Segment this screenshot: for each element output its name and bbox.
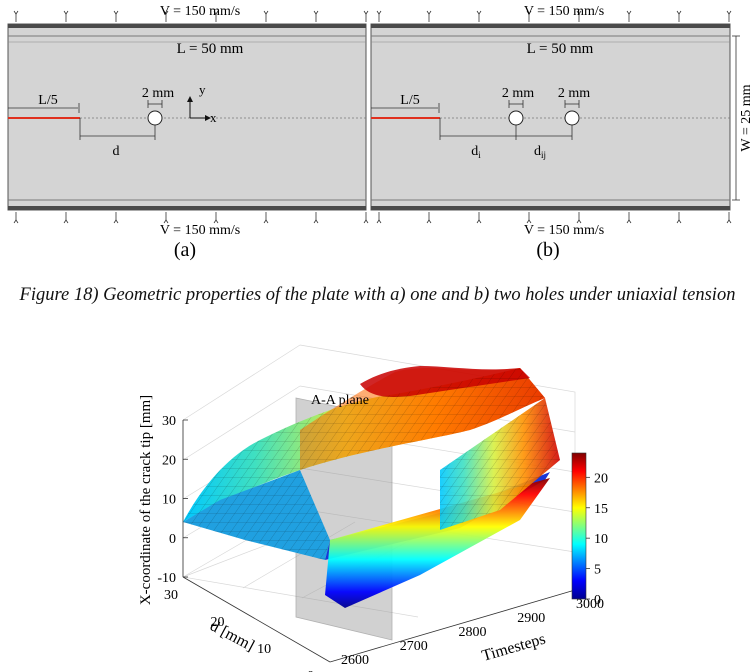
colorbar: 0 5 10 15 20 <box>571 452 608 608</box>
hole-2-b <box>564 110 580 126</box>
timesteps-tick-label: 2800 <box>459 625 487 640</box>
crack-length-label-b: L/5 <box>400 93 419 108</box>
crack-length-label-a: L/5 <box>38 93 57 108</box>
top-grip-b <box>371 24 730 28</box>
surface-peak <box>360 366 530 397</box>
d-axis-label: d [mm] <box>207 617 257 654</box>
hole-a <box>147 110 163 126</box>
timesteps-tick-label: 2700 <box>400 639 428 654</box>
d-tick-label: 20 <box>211 615 225 630</box>
hole-size-label-a: 2 mm <box>142 86 174 101</box>
distance-label-a: d <box>113 144 120 159</box>
velocity-bottom-a: V = 150 mm/s <box>160 223 240 238</box>
z-tick-label: 30 <box>162 414 176 429</box>
z-tick-label: 20 <box>162 453 176 468</box>
panel-a: V = 150 mm/s L = 50 mm L/5 2 mm d y x V … <box>7 4 369 261</box>
z-axis: -10 0 10 20 30 X-coordinate of the crack tip… <box>138 395 188 605</box>
width-label-b: W = 25 mm <box>739 84 754 151</box>
surface-right-side <box>440 398 560 530</box>
distance-1-label: di <box>471 144 481 160</box>
d-tick-label: 10 <box>257 642 271 657</box>
colorbar-tick-label: 0 <box>594 593 601 608</box>
surface-front-wall <box>325 478 550 608</box>
length-label-b: L = 50 mm <box>527 41 594 57</box>
panel-label-a: (a) <box>174 239 196 261</box>
colorbar-tick-label: 15 <box>594 502 608 517</box>
length-label-a: L = 50 mm <box>177 41 244 57</box>
load-arrows-bottom-b <box>376 212 732 224</box>
hole-1-b <box>508 110 524 126</box>
z-tick-label: 0 <box>169 532 176 547</box>
surface-main-slope <box>183 368 545 522</box>
z-tick-label: -10 <box>157 571 176 586</box>
colorbar-gradient <box>571 452 587 600</box>
timesteps-axis: 2600 2700 2800 2900 3000 Timesteps <box>329 589 604 668</box>
hole-1-size-label: 2 mm <box>502 86 534 101</box>
figure-caption: Figure 18) Geometric properties of the p… <box>19 285 736 305</box>
velocity-bottom-b: V = 150 mm/s <box>524 223 604 238</box>
bottom-grip-b <box>371 206 730 210</box>
distance-2-label: dij <box>534 144 546 160</box>
panel-b: V = 150 mm/s L = 50 mm L/5 2 mm 2 mm di … <box>370 4 754 261</box>
z-tick-label: 10 <box>162 493 176 508</box>
colorbar-tick-label: 10 <box>594 532 608 547</box>
load-arrows-bottom-a <box>13 212 369 224</box>
timesteps-axis-label: Timesteps <box>480 631 547 665</box>
hole-2-size-label: 2 mm <box>558 86 590 101</box>
velocity-top-b: V = 150 mm/s <box>524 4 604 19</box>
plane-label: A-A plane <box>311 393 369 408</box>
colorbar-tick-label: 5 <box>594 563 601 578</box>
timesteps-tick-label: 3000 <box>576 597 604 612</box>
axis-x-label: x <box>210 110 217 125</box>
load-arrows-top-b <box>376 10 732 22</box>
velocity-top-a: V = 150 mm/s <box>160 4 240 19</box>
a-a-plane <box>295 397 393 641</box>
axis-y-label: y <box>199 82 206 97</box>
plate-figure: V = 150 mm/s L = 50 mm L/5 2 mm d y x V … <box>7 4 754 261</box>
bottom-grip-a <box>8 206 366 210</box>
plot-grid <box>182 344 576 618</box>
surface-low-region <box>325 472 550 560</box>
timesteps-tick-label: 2900 <box>517 611 545 626</box>
surface-upper-band <box>300 368 545 470</box>
panel-label-b: (b) <box>536 239 559 261</box>
timesteps-tick-label: 2600 <box>341 653 369 668</box>
z-axis-label: X-coordinate of the crack tip [mm] <box>138 395 154 605</box>
surface-left-front <box>183 470 330 560</box>
d-tick-label: 30 <box>164 588 178 603</box>
load-arrows-top-a <box>13 10 369 22</box>
colorbar-tick-label: 20 <box>594 471 608 486</box>
top-grip-a <box>8 24 366 28</box>
surface-mesh <box>183 368 545 522</box>
